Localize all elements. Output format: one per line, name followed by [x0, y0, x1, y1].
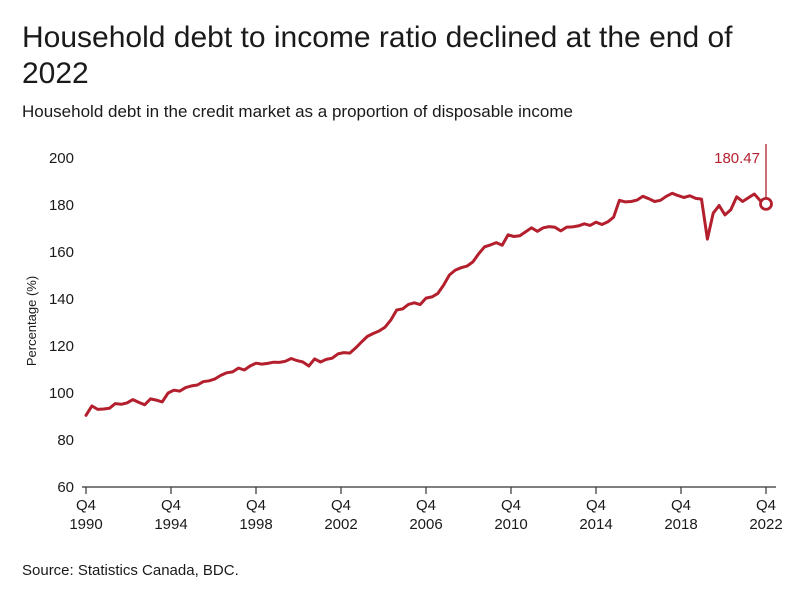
x-tick-label-year: 2006	[409, 516, 442, 533]
x-tick-label-quarter: Q4	[161, 497, 181, 514]
source-note: Source: Statistics Canada, BDC.	[22, 562, 239, 579]
series-line	[84, 191, 768, 417]
x-tick-label-quarter: Q4	[246, 497, 266, 514]
y-tick-label: 140	[49, 291, 74, 308]
y-tick-label: 60	[57, 479, 74, 496]
endpoint-marker	[759, 196, 773, 211]
y-axis: 60 80 100 120 140 160 180 200	[49, 150, 74, 496]
x-tick-label-quarter: Q4	[416, 497, 436, 514]
x-tick-label-quarter: Q4	[671, 497, 691, 514]
x-tick-label-year: 2002	[324, 516, 357, 533]
x-tick-label-year: 2022	[749, 516, 782, 533]
x-tick-label-year: 2018	[664, 516, 697, 533]
x-tick-label-quarter: Q4	[331, 497, 351, 514]
y-tick-label: 120	[49, 338, 74, 355]
y-tick-label: 100	[49, 385, 74, 402]
annotation: 180.47	[714, 144, 773, 211]
y-tick-label: 200	[49, 150, 74, 167]
x-tick-label-quarter: Q4	[586, 497, 606, 514]
chart-title: Household debt to income ratio declined …	[22, 21, 733, 90]
series	[84, 191, 768, 417]
x-tick-label-year: 1998	[239, 516, 272, 533]
y-axis-label: Percentage (%)	[24, 276, 39, 366]
x-tick-label-quarter: Q4	[756, 497, 776, 514]
chart-subtitle: Household debt in the credit market as a…	[22, 102, 573, 121]
x-tick-label-year: 2014	[579, 516, 612, 533]
y-tick-label: 180	[49, 197, 74, 214]
x-tick-label-year: 2010	[494, 516, 527, 533]
x-tick-label-quarter: Q4	[501, 497, 521, 514]
x-axis: Q4 1990 Q4 1994 Q4 1998 Q4 2002 Q4 2006 Q4 2010 Q4 20…	[69, 486, 783, 533]
x-tick-label-year: 1994	[154, 516, 187, 533]
y-tick-label: 160	[49, 244, 74, 261]
x-tick-label-quarter: Q4	[76, 497, 96, 514]
y-tick-label: 80	[57, 432, 74, 449]
x-tick-label-year: 1990	[69, 516, 102, 533]
annotation-label: 180.47	[714, 150, 760, 167]
